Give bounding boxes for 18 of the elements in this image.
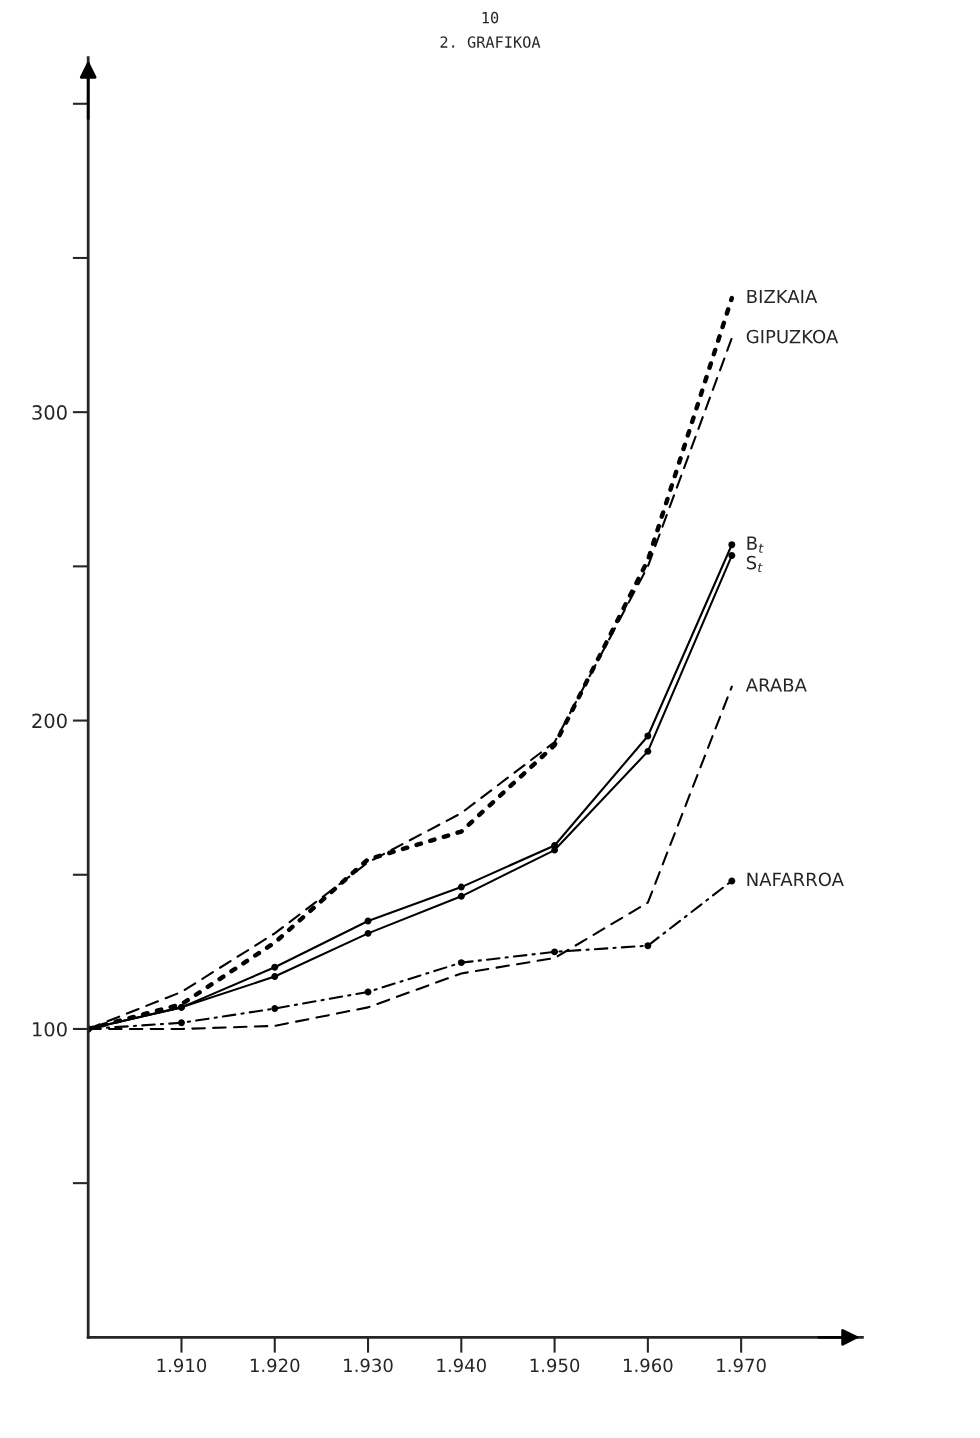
series-label: GIPUZKOA	[746, 329, 839, 344]
y-tick-label: 300	[32, 405, 67, 420]
x-tick-label: 1.920	[250, 1358, 300, 1373]
series-label: BIZKAIA	[747, 289, 818, 304]
x-tick-label: 1.950	[530, 1358, 580, 1373]
x-tick-label: 1.930	[344, 1358, 393, 1373]
series-label: NAFARROA	[747, 872, 844, 887]
x-tick-label: 1.910	[157, 1358, 207, 1373]
series-label: ARABA	[745, 678, 807, 692]
text: 10	[482, 11, 499, 24]
x-tick-label: 1.970	[717, 1358, 766, 1373]
series-label: B$_{t}$	[747, 536, 764, 553]
chart-title: 2. GRAFIKOA	[440, 36, 541, 48]
x-tick-label: 1.960	[624, 1358, 673, 1373]
series-label: S$_{t}$	[746, 555, 763, 573]
y-tick-label: 200	[32, 713, 67, 729]
y-tick-label: 100	[33, 1021, 67, 1037]
x-tick-label: 1.940	[437, 1358, 486, 1373]
